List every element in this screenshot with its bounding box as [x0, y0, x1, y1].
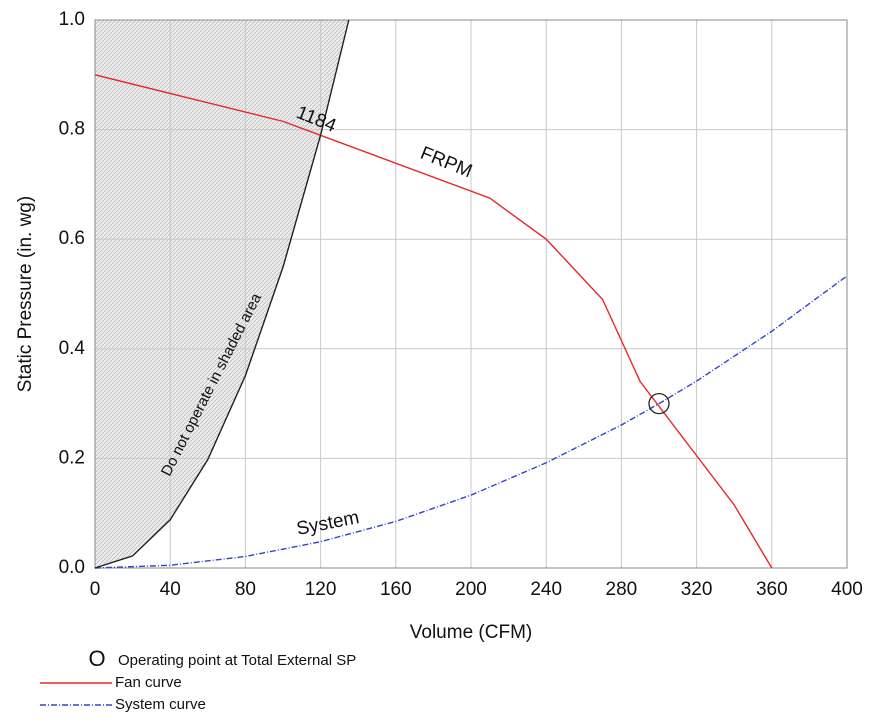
- legend-marker: O: [88, 646, 105, 671]
- y-tick-label: 1.0: [59, 9, 85, 30]
- legend-label: System curve: [115, 696, 206, 713]
- x-tick-label: 160: [380, 579, 412, 600]
- y-axis-label: Static Pressure (in. wg): [15, 196, 36, 392]
- legend-label: Operating point at Total External SP: [118, 652, 356, 669]
- y-tick-label: 0.6: [59, 228, 85, 249]
- legend-label: Fan curve: [115, 674, 182, 691]
- x-tick-label: 120: [305, 579, 337, 600]
- annotation: System: [295, 507, 361, 540]
- series-line: [94, 19, 350, 569]
- x-tick-label: 240: [530, 579, 562, 600]
- series-line: [94, 275, 848, 569]
- x-tick-label: 200: [455, 579, 487, 600]
- shaded-area: [95, 20, 349, 568]
- x-tick-label: 40: [160, 579, 181, 600]
- x-tick-label: 0: [90, 579, 101, 600]
- y-tick-label: 0.2: [59, 447, 85, 468]
- x-tick-label: 320: [681, 579, 713, 600]
- operating-point: [648, 392, 670, 415]
- y-tick-label: 0.4: [59, 338, 86, 359]
- x-tick-label: 400: [831, 579, 863, 600]
- x-tick-label: 360: [756, 579, 788, 600]
- x-tick-label: 280: [606, 579, 638, 600]
- x-axis-label: Volume (CFM): [410, 622, 532, 643]
- annotation: FRPM: [417, 143, 475, 183]
- y-tick-label: 0.0: [59, 557, 85, 578]
- series-line: [94, 74, 773, 569]
- x-tick-label: 80: [235, 579, 256, 600]
- plot-frame: [94, 19, 848, 569]
- y-tick-label: 0.8: [59, 119, 85, 140]
